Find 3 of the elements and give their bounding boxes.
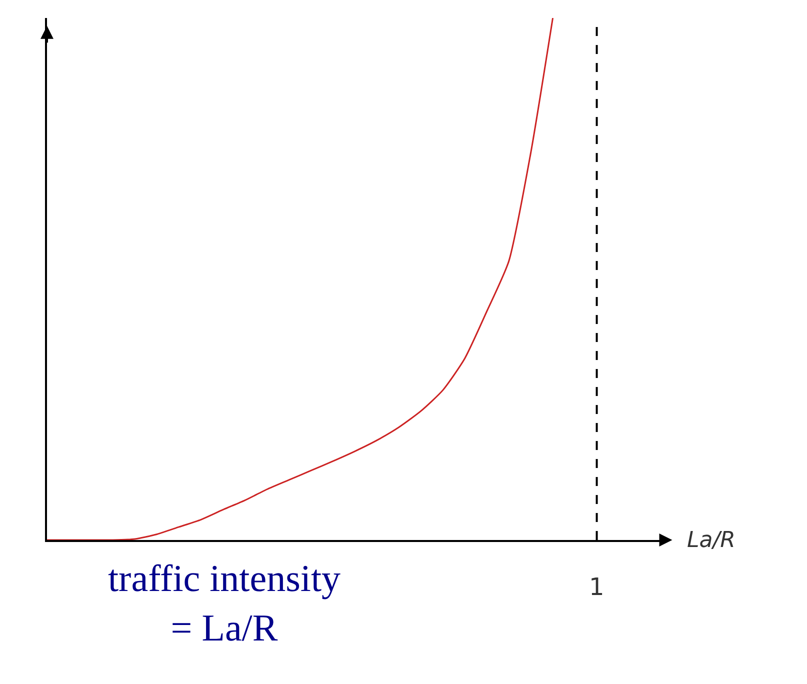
text: 1 (589, 573, 604, 601)
text: traffic intensity = La/R (108, 558, 341, 650)
text: La/R (687, 528, 736, 553)
